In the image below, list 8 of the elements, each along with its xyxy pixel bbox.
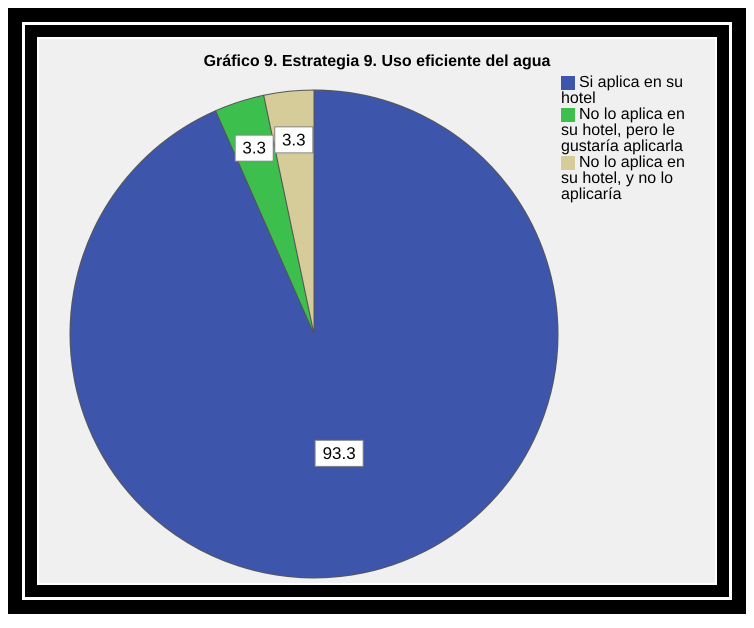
legend-label: No lo aplica en su hotel, y no lo aplicaría <box>561 154 685 203</box>
legend-label: No lo aplica en su hotel, pero le gustaría aplicarla <box>561 106 685 155</box>
data-label: 3.3 <box>242 138 266 158</box>
data-label: 93.3 <box>322 444 356 463</box>
legend-label: Si aplica en su hotel <box>561 74 684 107</box>
chart-title: Gráfico 9. Estrategia 9. Uso eficiente del agua <box>202 53 552 71</box>
pie-slice <box>70 90 558 578</box>
data-label: 3.3 <box>282 130 306 150</box>
